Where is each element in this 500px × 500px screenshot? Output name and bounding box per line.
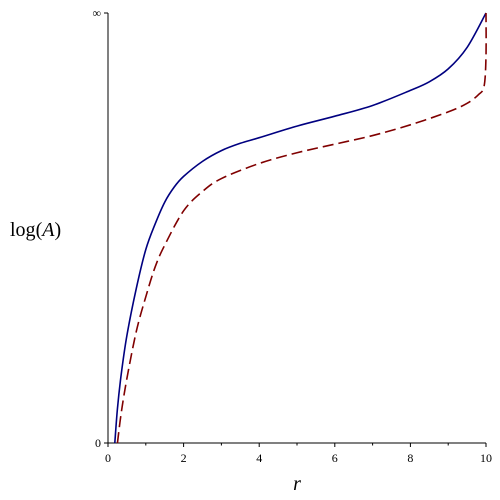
y-axis-title-fn: log [10, 219, 36, 241]
x-tick-label: 6 [332, 451, 338, 465]
tick-labels: 0 2 4 6 8 10 0 ∞ [92, 6, 492, 465]
series-line-dashed [116, 12, 487, 444]
x-tick-label: 4 [256, 451, 262, 465]
axes [107, 13, 486, 444]
y-tick-label: 0 [95, 436, 101, 450]
y-tick-label: ∞ [92, 6, 101, 20]
y-axis-title: log(A) [10, 219, 61, 241]
series [114, 12, 487, 444]
x-axis-title: r [293, 473, 301, 495]
x-tick-label: 8 [407, 451, 413, 465]
x-tick-label: 10 [480, 451, 492, 465]
x-tick-label: 2 [181, 451, 187, 465]
y-axis-title-close: ) [54, 219, 61, 241]
y-axis-title-var: A [40, 219, 55, 241]
y-axis-title-open: ( [36, 219, 43, 241]
ticks [104, 12, 487, 447]
series-line-solid [114, 12, 487, 444]
x-tick-label: 0 [105, 451, 111, 465]
